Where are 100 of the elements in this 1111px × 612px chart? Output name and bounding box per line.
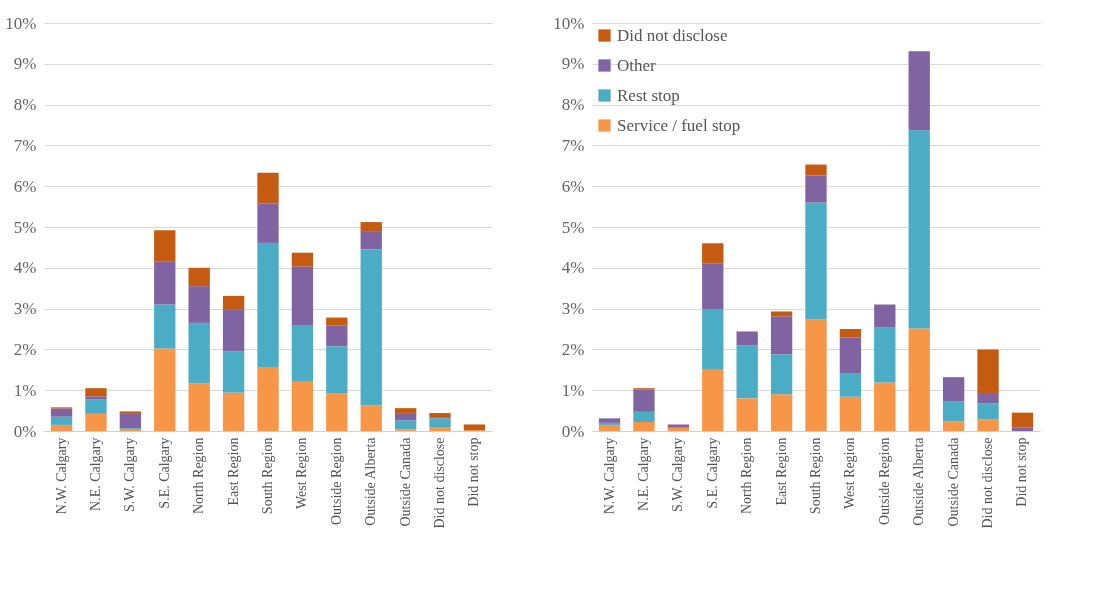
y-tick-label: 3% [561,299,585,319]
x-tick-label: S.E. Calgary [704,437,720,509]
y-tick-label: 6% [561,176,585,196]
x-tick-label: Outside Region [876,437,892,525]
x-tick-label: N.W. Calgary [601,437,617,515]
bar [839,329,862,338]
bar [908,51,930,131]
y-tick-label: 9% [13,54,37,74]
bar [770,311,793,317]
y-tick-label: 10% [5,13,37,33]
x-tick-label: Outside Alberta [363,436,379,526]
legend-label: Rest stop [617,85,680,105]
x-tick-label: South Region [260,437,275,515]
bar [85,413,107,431]
bar [805,202,827,320]
bar [633,411,655,423]
y-tick-label: 4% [13,258,37,278]
bar [188,267,210,287]
bar [839,373,862,397]
x-tick-label: West Region [294,437,310,510]
bar [188,286,210,323]
bar [257,172,279,204]
x-tick-label: North Region [739,437,755,515]
bar [633,389,655,412]
bar [805,175,827,203]
x-tick-label: Did not stop [1014,437,1030,507]
y-tick-label: 7% [561,135,585,155]
bar [736,331,758,346]
bar [977,419,999,431]
bar [394,408,417,414]
bar [85,399,107,414]
bar [360,249,382,406]
bar [429,418,451,428]
x-tick-label: East Region [225,437,241,506]
bar [119,413,142,429]
bar [942,401,965,422]
bar [908,130,930,329]
bar [977,349,999,394]
bar [291,324,314,382]
bar [702,263,724,310]
bar [360,231,382,250]
bar [942,421,965,431]
bar [874,304,896,328]
y-tick-label: 0% [13,421,37,441]
bar [702,243,724,264]
x-tick-label: N.E. Calgary [635,437,651,511]
bar [429,413,451,418]
y-tick-label: 6% [13,176,37,196]
bar [222,309,245,352]
bar [85,388,107,397]
x-tick-label: S.W. Calgary [670,437,686,513]
bar [977,393,999,404]
bar [805,319,827,431]
bar [222,392,245,431]
bar [770,354,793,395]
bar [360,405,382,431]
bar [257,366,279,431]
y-tick-label: 2% [13,339,37,359]
bar [770,316,793,355]
bar [874,327,896,383]
bar [770,394,793,431]
bar [463,424,486,431]
legend-label: Did not disclose [617,25,728,45]
y-tick-label: 8% [561,95,585,115]
y-tick-label: 2% [561,339,585,359]
x-tick-label: Outside Alberta [911,436,927,526]
bar [154,348,176,431]
x-tick-label: S.W. Calgary [122,437,138,513]
bar [633,422,655,431]
legend-label: Service / fuel stop [617,115,741,135]
bar [291,252,314,267]
bar [257,242,279,367]
bar [291,266,314,325]
bar [394,413,417,421]
bar [326,346,348,394]
x-tick-label: Did not stop [466,437,482,507]
x-tick-label: Outside Region [328,437,344,525]
x-tick-label: South Region [808,437,823,515]
x-tick-label: Did not disclose [980,437,996,529]
legend-label: Other [617,55,657,75]
bar [908,328,930,431]
bar [702,309,724,370]
bar [50,408,73,417]
y-tick-label: 8% [13,95,37,115]
bar [598,424,621,431]
bar [222,295,245,310]
y-tick-label: 7% [13,135,37,155]
y-tick-label: 5% [13,217,37,237]
bar [154,304,176,349]
y-tick-label: 10% [553,13,585,33]
x-tick-label: Did not disclose [432,437,448,529]
bar [1011,412,1034,428]
bar [257,203,279,243]
bar [360,222,382,232]
x-tick-label: S.E. Calgary [156,437,172,509]
bar [942,377,965,402]
bar [977,403,999,420]
bar [702,369,724,431]
y-tick-label: 9% [561,54,585,74]
x-tick-label: Outside Canada [945,436,961,527]
